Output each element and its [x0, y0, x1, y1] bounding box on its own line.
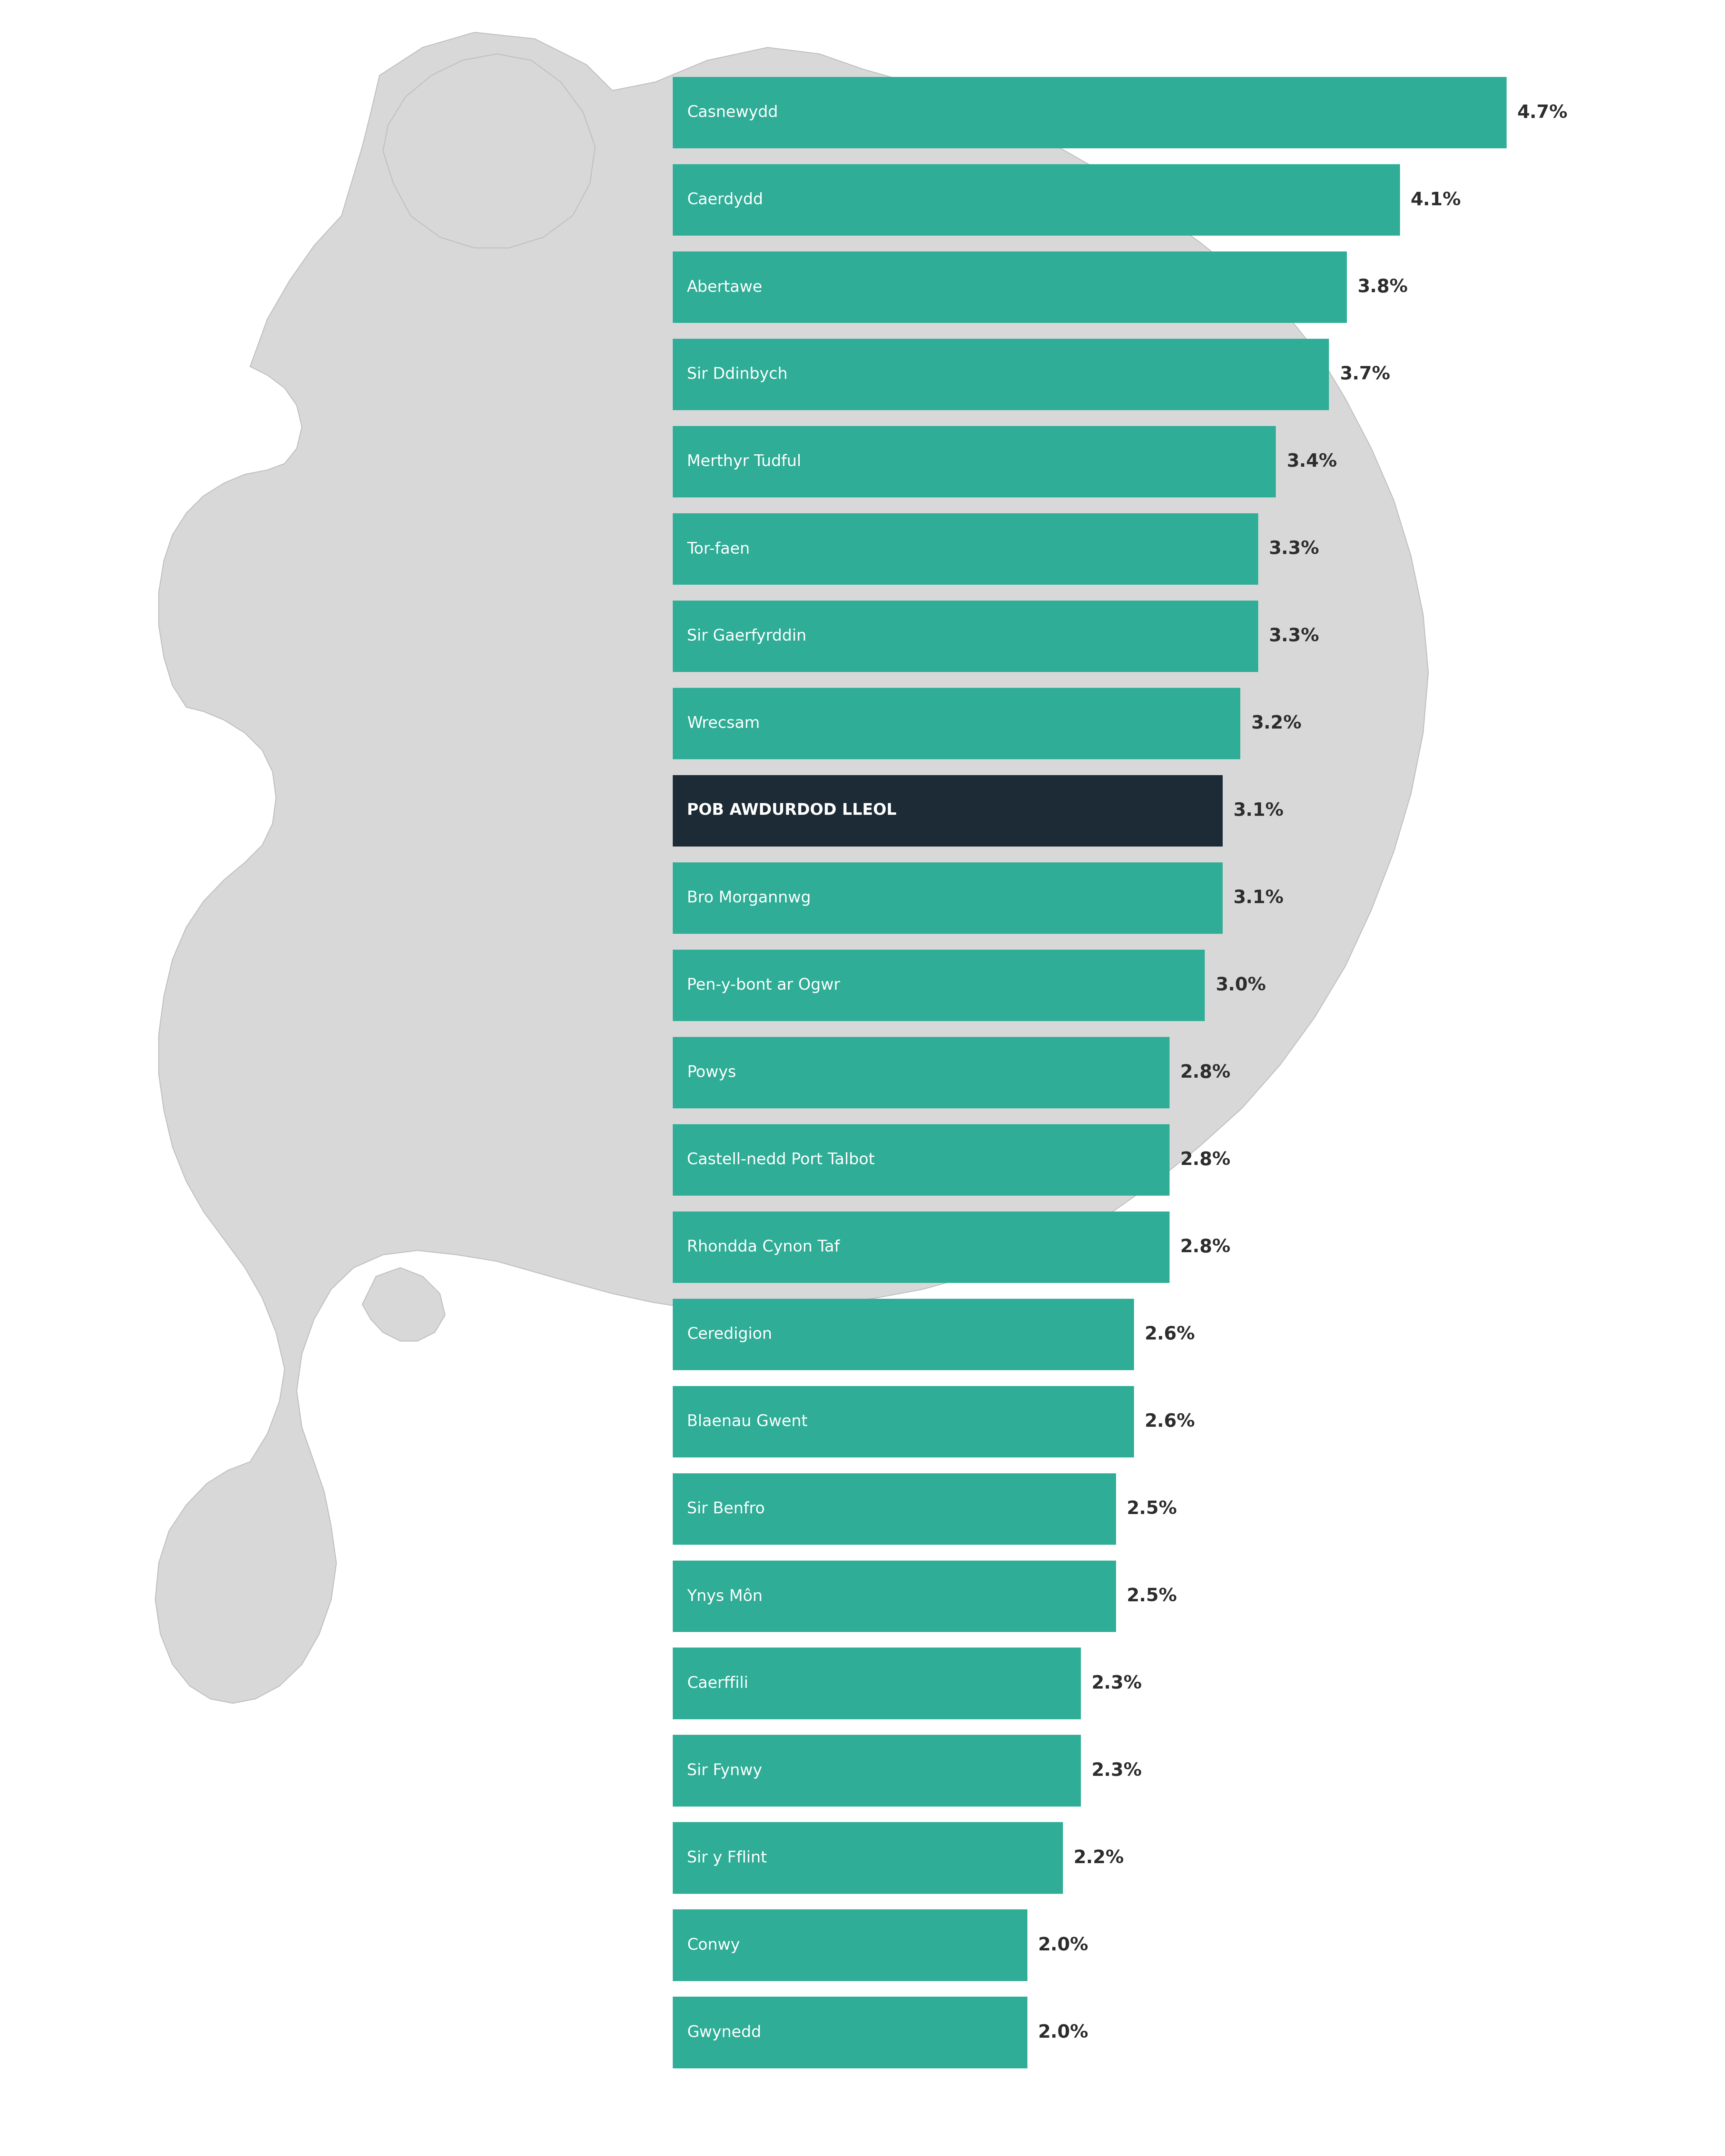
Text: 3.1%: 3.1% — [1233, 888, 1283, 908]
Polygon shape — [155, 32, 1428, 1703]
Bar — [673, 1736, 1082, 1807]
Text: 2.6%: 2.6% — [1145, 1412, 1195, 1432]
Text: Sir Gaerfyrddin: Sir Gaerfyrddin — [687, 630, 807, 645]
Text: 3.3%: 3.3% — [1270, 539, 1320, 558]
Text: 3.3%: 3.3% — [1270, 627, 1320, 645]
Bar — [673, 862, 1223, 934]
Bar — [673, 164, 1401, 235]
Bar — [673, 1298, 1133, 1371]
Bar — [673, 427, 1276, 498]
Text: 2.8%: 2.8% — [1180, 1238, 1230, 1257]
Text: 3.8%: 3.8% — [1358, 278, 1408, 295]
Bar — [673, 949, 1204, 1022]
Text: Blaenau Gwent: Blaenau Gwent — [687, 1414, 807, 1429]
Text: Gwynedd: Gwynedd — [687, 2024, 761, 2040]
Text: 2.3%: 2.3% — [1092, 1761, 1142, 1779]
Bar — [673, 252, 1347, 323]
Text: 3.2%: 3.2% — [1251, 714, 1302, 733]
Bar — [673, 513, 1258, 584]
Text: Rhondda Cynon Taf: Rhondda Cynon Taf — [687, 1240, 840, 1255]
Text: 2.8%: 2.8% — [1180, 1063, 1230, 1082]
Bar — [673, 1910, 1028, 1981]
Bar — [673, 774, 1223, 847]
Text: Wrecsam: Wrecsam — [687, 716, 761, 731]
Text: Sir Ddinbych: Sir Ddinbych — [687, 367, 788, 382]
Bar — [673, 1212, 1170, 1283]
Text: 2.3%: 2.3% — [1092, 1675, 1142, 1692]
Bar — [673, 1473, 1116, 1544]
Text: 2.2%: 2.2% — [1073, 1850, 1125, 1867]
Text: 3.1%: 3.1% — [1233, 802, 1283, 819]
Text: Pen-y-bont ar Ogwr: Pen-y-bont ar Ogwr — [687, 977, 840, 994]
Bar — [673, 78, 1506, 149]
Text: Merthyr Tudful: Merthyr Tudful — [687, 455, 800, 470]
Text: Caerffili: Caerffili — [687, 1675, 749, 1690]
Polygon shape — [383, 54, 595, 248]
Text: Abertawe: Abertawe — [687, 280, 762, 295]
Text: 2.6%: 2.6% — [1145, 1326, 1195, 1343]
Text: Caerdydd: Caerdydd — [687, 192, 762, 207]
Text: Castell-nedd Port Talbot: Castell-nedd Port Talbot — [687, 1151, 875, 1169]
Text: 4.7%: 4.7% — [1516, 103, 1568, 121]
Bar — [673, 1561, 1116, 1632]
Text: 2.8%: 2.8% — [1180, 1151, 1230, 1169]
Text: POB AWDURDOD LLEOL: POB AWDURDOD LLEOL — [687, 802, 897, 819]
Text: Ceredigion: Ceredigion — [687, 1326, 773, 1343]
Text: Conwy: Conwy — [687, 1938, 740, 1953]
Text: 4.1%: 4.1% — [1411, 192, 1461, 209]
Text: Sir y Fflint: Sir y Fflint — [687, 1850, 768, 1865]
Text: 2.5%: 2.5% — [1126, 1501, 1176, 1518]
Bar — [673, 1822, 1063, 1893]
Text: 3.4%: 3.4% — [1287, 453, 1337, 470]
Text: Sir Benfro: Sir Benfro — [687, 1501, 764, 1516]
Text: Ynys Môn: Ynys Môn — [687, 1589, 762, 1604]
Text: 3.0%: 3.0% — [1216, 977, 1266, 994]
Text: 3.7%: 3.7% — [1340, 367, 1390, 384]
Text: 2.0%: 2.0% — [1038, 1936, 1088, 1953]
Text: Powys: Powys — [687, 1065, 737, 1080]
Bar — [673, 1996, 1028, 2068]
Bar — [673, 1386, 1133, 1457]
Text: Sir Fynwy: Sir Fynwy — [687, 1764, 762, 1779]
Bar — [673, 338, 1328, 410]
Bar — [673, 1647, 1082, 1718]
Bar — [673, 688, 1240, 759]
Text: Bro Morgannwg: Bro Morgannwg — [687, 890, 811, 906]
Text: Tor-faen: Tor-faen — [687, 541, 750, 556]
Polygon shape — [362, 1268, 445, 1341]
Bar — [673, 1037, 1170, 1108]
Bar — [673, 1123, 1170, 1197]
Bar — [673, 602, 1258, 673]
Text: 2.5%: 2.5% — [1126, 1587, 1176, 1606]
Text: Casnewydd: Casnewydd — [687, 106, 778, 121]
Text: 2.0%: 2.0% — [1038, 2024, 1088, 2042]
